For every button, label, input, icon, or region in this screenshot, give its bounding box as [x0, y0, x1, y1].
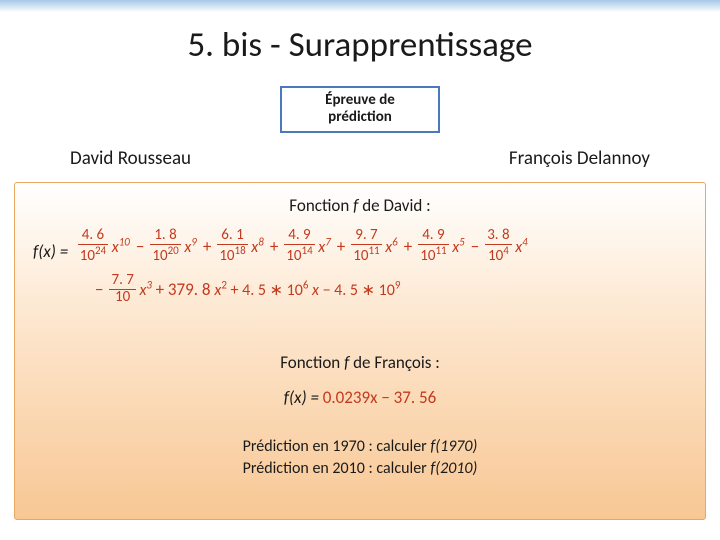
prediction-2010: Prédiction en 2010 : calculer f(2010)	[31, 458, 689, 480]
tail-x: x	[308, 281, 319, 300]
david-formula-line2: −7. 710 x3 + 379. 8 x2 + 4. 5 ∗ 106 x − …	[33, 274, 689, 307]
pred2-prefix: Prédiction en 2010 : calculer	[243, 459, 431, 478]
francois-lhs-x: (x) =	[289, 387, 323, 408]
prediction-badge: Épreuve de prédiction	[280, 86, 440, 133]
badge-line1: Épreuve de	[288, 92, 432, 109]
name-right: François Delannoy	[509, 147, 650, 170]
slide-title: 5. bis - Surapprentissage	[0, 24, 720, 66]
name-left: David Rousseau	[70, 147, 191, 170]
francois-formula: f(x) = 0.0239x − 37. 56	[31, 387, 689, 408]
tail-p3: − 4. 5 ∗ 10	[319, 281, 395, 300]
pred1-fx: f(1970)	[430, 437, 477, 456]
david-title-prefix: Fonction	[289, 195, 353, 216]
david-formula: f(x) = 4. 61024 x10−1. 81020 x9+6. 11018…	[31, 230, 689, 308]
tail-p2: + 4. 5 ∗ 10	[227, 281, 303, 300]
pred1-prefix: Prédiction en 1970 : calculer	[243, 437, 431, 456]
david-formula-line1: f(x) = 4. 61024 x10−1. 81020 x9+6. 11018…	[33, 230, 689, 268]
prediction-1970: Prédiction en 1970 : calculer f(1970)	[31, 436, 689, 458]
badge-line2: prédiction	[288, 109, 432, 126]
david-tail: + 379. 8 x2 + 4. 5 ∗ 106 x − 4. 5 ∗ 109	[156, 281, 401, 300]
francois-title-prefix: Fonction	[280, 352, 344, 373]
tail-p1: + 379. 8	[156, 279, 215, 300]
david-terms-line1: 4. 61024 x10−1. 81020 x9+6. 11018 x8+4. …	[72, 238, 528, 257]
francois-function-title: Fonction f de François :	[31, 352, 689, 373]
pred2-fx: f(2010)	[430, 459, 477, 478]
francois-title-suffix: de François :	[349, 352, 440, 373]
david-lhs: f(x) =	[33, 230, 68, 268]
david-function-title: Fonction f de David :	[31, 195, 689, 216]
predictions-block: Prédiction en 1970 : calculer f(1970) Pr…	[31, 436, 689, 481]
formula-panel: Fonction f de David : f(x) = 4. 61024 x1…	[14, 182, 706, 520]
tail-exp3: 9	[395, 279, 401, 292]
david-terms-line2: −7. 710 x3	[89, 281, 152, 300]
francois-rhs: 0.0239x − 37. 56	[323, 387, 437, 408]
names-row: David Rousseau François Delannoy	[0, 133, 720, 170]
david-title-suffix: de David :	[358, 195, 430, 216]
top-gradient-bar	[0, 0, 720, 12]
